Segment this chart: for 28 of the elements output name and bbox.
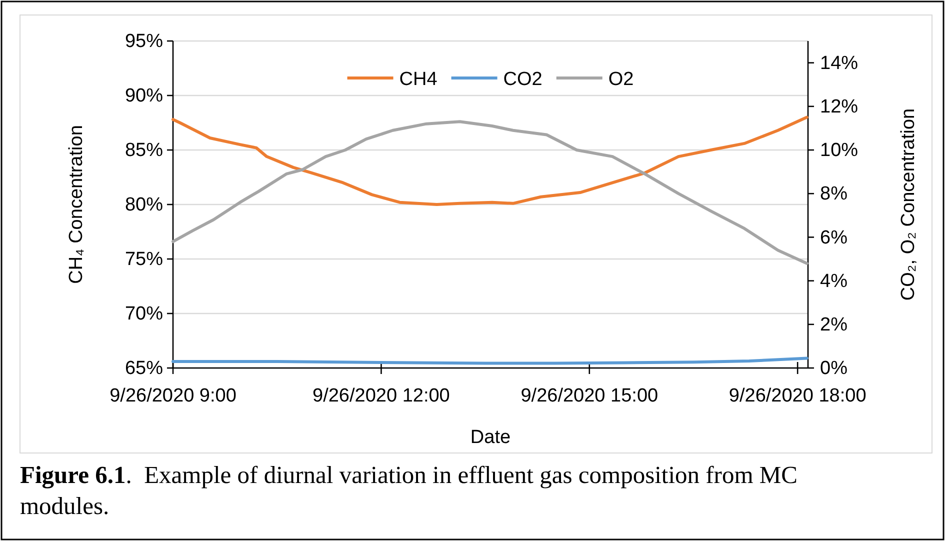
line-series	[172, 116, 808, 206]
legend-label: CO2	[503, 69, 542, 90]
x-tick-label: 9/26/2020 15:00	[520, 386, 658, 407]
y-tick-label: 90%	[124, 86, 164, 107]
y-tick-label: 85%	[124, 140, 164, 162]
y-tick-label: 95%	[124, 31, 164, 52]
x-axis-title: Date	[470, 427, 511, 448]
y2-tick-label: 2%	[820, 314, 848, 336]
line-series	[172, 120, 808, 265]
y2-tick-label: 8%	[820, 184, 848, 205]
x-tick-label: 9/26/2020 18:00	[728, 386, 866, 407]
y2-tick-label: 6%	[820, 227, 848, 248]
y2-tick-label: 10%	[820, 140, 858, 162]
x-tick-label: 9/26/2020 12:00	[312, 386, 450, 407]
y-tick-label: 65%	[124, 358, 164, 380]
legend-label: O2	[608, 69, 634, 90]
y2-tick-label: 14%	[820, 52, 858, 74]
y-tick-label: 75%	[124, 249, 164, 270]
legend-label: CH4	[399, 69, 438, 90]
y2-tick-label: 0%	[820, 358, 848, 380]
caption: Figure 6.1. Example of diurnal variation in effluent gas composition from MC modules.	[20, 462, 798, 520]
y-axis-title: CH₄ Concentration	[66, 125, 87, 284]
y2-axis-title: CO₂, O₂ Concentration	[898, 108, 919, 301]
y2-tick-label: 4%	[820, 270, 848, 292]
x-tick-label: 9/26/2020 9:00	[110, 386, 236, 407]
y2-tick-label: 12%	[820, 96, 858, 118]
y-tick-label: 70%	[124, 304, 164, 325]
y-tick-label: 80%	[124, 194, 164, 216]
